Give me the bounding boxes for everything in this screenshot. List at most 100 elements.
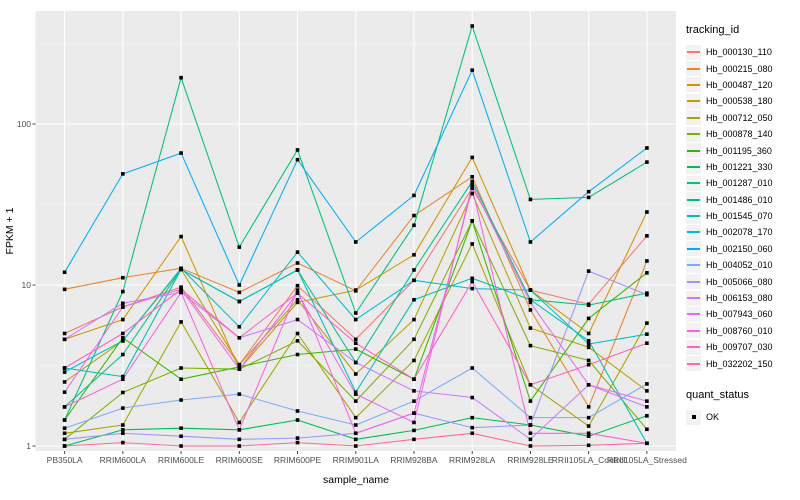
legend-entry: Hb_006153_080 [686,290,798,306]
line-swatch-icon [687,100,700,103]
data-point [295,268,300,272]
legend-entry-label: Hb_001195_360 [706,145,772,156]
data-point [470,174,475,179]
data-point [645,405,649,409]
y-tick-label: 10 [21,280,31,290]
data-point [121,352,125,357]
x-tick-label: RRIM600LE [157,455,205,465]
data-point [237,245,242,249]
data-point [528,444,533,448]
data-point [470,219,475,223]
data-point [470,242,475,246]
data-point [121,377,125,381]
legend-quant-status: quant_status OK [686,389,798,425]
data-point [528,326,533,330]
data-point [62,418,67,422]
data-point [470,68,475,72]
data-point [586,195,591,200]
line-swatch-icon [687,280,700,283]
data-point [412,377,416,381]
data-point [121,374,125,379]
legend-entry-label: Hb_001287_010 [706,178,773,189]
legend-key-line [686,159,701,175]
data-point [295,157,300,162]
legend-key-line [686,224,701,240]
data-point [179,320,183,324]
data-point [353,444,358,448]
x-tick-label: RRIM928LA [449,455,496,465]
data-point [121,331,125,336]
line-swatch-icon [687,51,700,54]
legend-entry: Hb_000487_120 [686,77,798,93]
data-point [353,423,358,427]
data-point [295,300,300,305]
data-point [412,278,416,283]
line-swatch-icon [687,362,700,365]
line-swatch-icon [687,247,700,250]
data-point [412,389,416,393]
legend-entry-label: OK [706,412,720,422]
y-tick-label: 1 [26,441,31,451]
data-point [237,335,242,340]
data-point [645,146,649,150]
y-axis-title: FPKM + 1 [4,207,16,255]
square-point-icon [691,415,696,419]
x-tick-label: PB350LA [46,455,83,465]
data-point [179,426,183,430]
legend-entries: Hb_000130_110 Hb_000215_080 Hb_000487_120 H… [686,44,798,372]
legend-entry-label: Hb_002150_060 [706,243,773,254]
legend-key-line [686,290,701,306]
x-axis-title: sample_name [323,474,389,486]
x-tick-label: RRIM928LE [507,455,554,465]
data-point [586,443,591,448]
data-point [353,399,358,403]
data-point [586,362,591,367]
data-point [586,345,591,350]
y-tick-label: 100 [16,119,31,129]
data-point [528,343,533,348]
legend-entry: Hb_001486_010 [686,192,798,208]
data-point [237,290,242,295]
legend-key-line [686,356,701,372]
line-swatch-icon [687,149,700,152]
data-point [528,288,533,292]
data-point [237,365,242,369]
data-point [62,380,67,384]
data-point [353,437,358,442]
data-point [353,341,358,346]
legend-entry: Hb_000712_050 [686,110,798,126]
data-point [470,182,475,187]
data-point [295,250,300,254]
legend-entry-label: Hb_000215_080 [706,63,773,74]
data-point [470,276,475,281]
legend-key-line [686,110,701,126]
data-point [121,305,125,309]
data-point [237,283,242,287]
legend-entry-label: Hb_005066_080 [706,276,773,287]
data-point [179,398,183,402]
data-point [62,337,67,342]
data-point [295,297,300,302]
data-point [237,444,242,448]
legend-entry: Hb_001221_330 [686,159,798,175]
data-point [353,311,358,315]
data-point [586,316,591,321]
data-point [62,270,67,275]
data-point [412,337,416,342]
legend-entry-label: Hb_000487_120 [706,79,773,90]
legend-key-line [686,126,701,142]
legend-entry-label: Hb_000130_110 [706,47,772,58]
data-point [179,285,183,289]
data-point [470,24,475,28]
data-point [121,317,125,322]
data-point [645,210,649,214]
legend-entry: Hb_007943_060 [686,306,798,322]
data-point [528,431,533,436]
data-point [295,288,300,292]
data-point [62,431,67,436]
data-point [586,358,591,363]
data-point [237,299,242,304]
line-swatch-icon [687,165,700,168]
data-point [528,437,533,442]
data-point [295,418,300,422]
